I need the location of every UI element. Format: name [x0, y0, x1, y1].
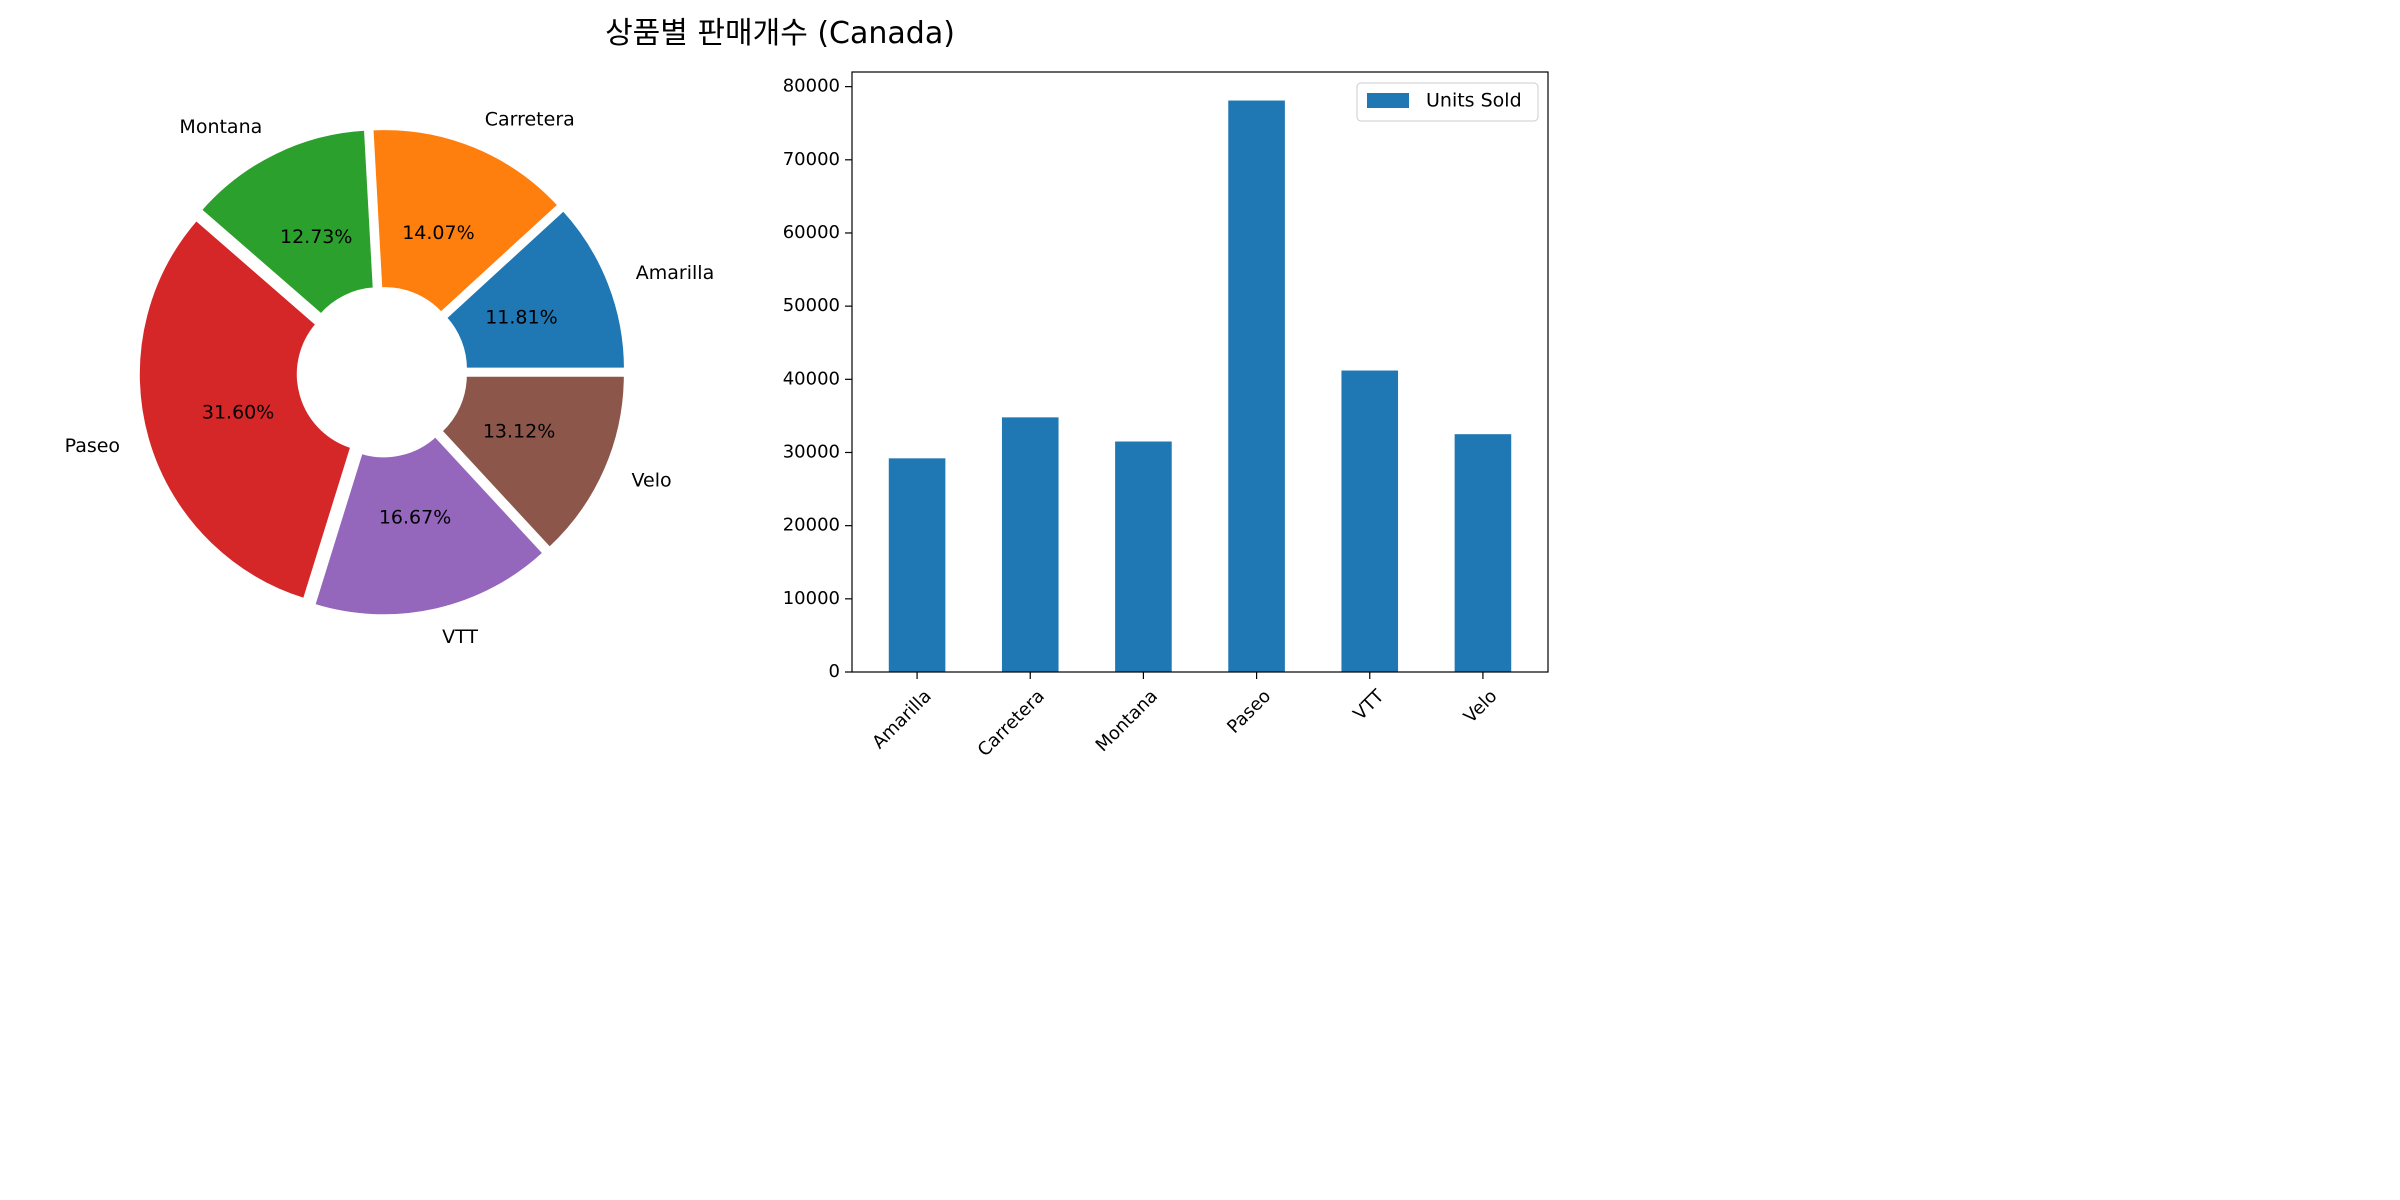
- x-tick-label: Amarilla: [868, 686, 935, 753]
- pie-category-label: Montana: [179, 116, 262, 138]
- x-tick-label: Velo: [1460, 686, 1502, 728]
- pie-category-label: Velo: [632, 470, 672, 492]
- pie-category-label: Carretera: [485, 108, 575, 130]
- x-tick-label: Carretera: [974, 686, 1049, 761]
- y-tick-label: 0: [829, 661, 840, 682]
- y-tick-label: 20000: [783, 515, 840, 536]
- legend-swatch: [1367, 93, 1409, 108]
- pie-category-label: VTT: [442, 626, 478, 648]
- pie-category-label: Amarilla: [636, 262, 714, 284]
- pie-slice-amarilla: [443, 207, 627, 371]
- x-tick-label: Paseo: [1223, 686, 1275, 738]
- pie-percent-label: 31.60%: [202, 401, 274, 423]
- legend-label: Units Sold: [1426, 90, 1522, 112]
- y-tick-label: 80000: [783, 76, 840, 97]
- bar-carretera: [1001, 417, 1059, 672]
- plot-frame: [851, 71, 1549, 673]
- x-tick-label: VTT: [1349, 685, 1389, 725]
- figure-title: 상품별 판매개수 (Canada): [605, 16, 955, 51]
- bar-velo: [1454, 434, 1512, 672]
- y-tick-label: 70000: [783, 149, 840, 170]
- pie-category-label: Paseo: [65, 435, 120, 457]
- pie-slice-vtt: [311, 433, 547, 618]
- bar-vtt: [1341, 370, 1399, 672]
- x-tick-label: Montana: [1092, 686, 1162, 756]
- pie-percent-label: 12.73%: [280, 226, 352, 248]
- y-tick-label: 40000: [783, 368, 840, 389]
- y-tick-label: 10000: [783, 588, 840, 609]
- y-tick-label: 30000: [783, 441, 840, 462]
- pie-percent-label: 11.81%: [485, 306, 557, 328]
- y-tick-label: 60000: [783, 222, 840, 243]
- bar-montana: [1115, 441, 1172, 672]
- pie-slice-velo: [438, 373, 627, 551]
- pie-percent-label: 13.12%: [483, 420, 555, 442]
- pie-percent-label: 16.67%: [379, 506, 451, 528]
- y-tick-label: 50000: [783, 295, 840, 316]
- bar-paseo: [1228, 100, 1285, 673]
- donut-chart: Amarilla 11.81% Carretera 14.07% Montana 12.7…: [65, 108, 715, 648]
- bar-chart: 0 10000 20000 30000 40000 50000 60000 70000 8000…: [783, 71, 1549, 761]
- legend: Units Sold: [1356, 82, 1539, 122]
- chart-canvas: Amarilla 11.81% Carretera 14.07% Montana 12.7…: [65, 71, 1549, 761]
- pie-percent-label: 14.07%: [402, 222, 474, 244]
- pie-slice-montana: [198, 127, 376, 318]
- pie-slice-paseo: [136, 217, 354, 602]
- legend-box: [1356, 82, 1539, 122]
- pie-slice-carretera: [370, 127, 562, 316]
- bar-amarilla: [888, 458, 946, 672]
